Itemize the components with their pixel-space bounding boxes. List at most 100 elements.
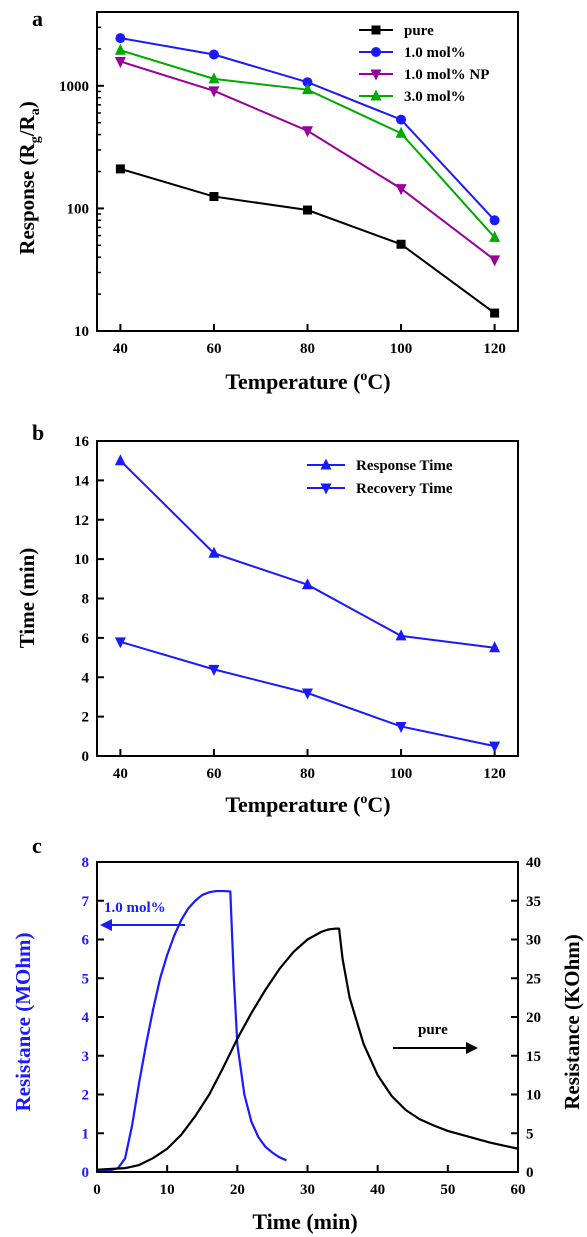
panel-a-data-point <box>396 239 406 249</box>
panel-c-annotations: 1.0 mol% pure <box>100 900 478 1054</box>
panel-b-xtick-label: 120 <box>483 766 506 782</box>
panel-b-label: b <box>32 420 44 445</box>
panel-c-annotation-arrowhead <box>100 919 112 931</box>
panel-b-ylabel: Time (min) <box>15 548 39 649</box>
panel-b-ytick-label: 4 <box>82 670 90 686</box>
panel-b-ytick-label: 10 <box>74 552 89 568</box>
panel-a-ytick-label: 10 <box>74 324 89 340</box>
panel-b-data-point <box>114 454 126 466</box>
panel-a-data-point <box>302 77 313 88</box>
panel-a-legend-marker <box>370 89 382 101</box>
panel-c-annotation-arrowhead <box>466 1042 478 1054</box>
panel-b-ytick-label: 8 <box>82 592 90 608</box>
panel-b-xlabel: Temperature (oC) <box>225 792 390 817</box>
panel-a-data-point <box>489 255 501 267</box>
panel-a-legend-marker <box>371 47 381 57</box>
panel-c-ytick-right-label: 30 <box>526 933 541 949</box>
panel-c-ytick-left-label: 2 <box>82 1088 90 1104</box>
panel-b-ytick-label: 6 <box>82 631 90 647</box>
panel-c-ytick-left-label: 5 <box>82 971 90 987</box>
panel-a-ticks: 40 60 80 100 120 10 100 1000 <box>59 11 506 357</box>
panel-b-legend-label: Response Time <box>356 458 453 474</box>
panel-c-ylabel-left: Resistance (MOhm) <box>11 932 35 1111</box>
panel-b-legend-label: Recovery Time <box>356 481 453 497</box>
panel-c-xtick-label: 0 <box>93 1182 101 1198</box>
panel-a-data-point <box>302 126 313 138</box>
panel-a-data-point <box>208 49 219 60</box>
panel-c-xtick-label: 60 <box>511 1182 526 1198</box>
panel-b-xtick-label: 60 <box>206 766 221 782</box>
panel-a-data-point <box>114 43 126 55</box>
panel-a-data-point <box>396 114 407 125</box>
panel-a-legend-marker <box>371 25 381 35</box>
panel-c-ytick-left-label: 3 <box>82 1049 90 1065</box>
panel-a-data-point <box>209 192 219 202</box>
panel-a-data-point <box>115 33 126 44</box>
panel-a-xlabel: Temperature (oC) <box>225 369 390 394</box>
panel-a-legend-label: 1.0 mol% <box>404 45 466 61</box>
panel-b-data-point <box>302 688 313 700</box>
panel-a-data-point <box>489 215 500 226</box>
panel-c-ytick-right-label: 5 <box>526 1126 534 1142</box>
panel-c-xtick-label: 20 <box>230 1182 245 1198</box>
panel-c-xtick-label: 30 <box>300 1182 315 1198</box>
panel-c-series-line <box>96 927 519 1171</box>
panel-b-ytick-label: 12 <box>74 513 89 529</box>
panel-b-data-point <box>114 637 126 649</box>
panel-c-ytick-right-label: 10 <box>526 1088 541 1104</box>
panel-c-ytick-right-label: 25 <box>526 971 541 987</box>
panel-c-xtick-label: 50 <box>440 1182 455 1198</box>
panel-c-ytick-right-label: 35 <box>526 894 541 910</box>
panel-b-data-point <box>489 641 501 653</box>
panel-b-data-point <box>208 664 220 676</box>
panel-b-data-point <box>395 629 407 641</box>
panel-a-data-point <box>115 164 125 174</box>
panel-a-data-point <box>490 308 500 318</box>
panel-c-ytick-left-label: 1 <box>82 1126 90 1142</box>
panel-a-xtick-label: 80 <box>300 341 315 357</box>
panel-b-ytick-label: 16 <box>74 434 90 450</box>
panel-c-ytick-right-label: 20 <box>526 1010 541 1026</box>
panel-a-ytick-label: 100 <box>67 201 90 217</box>
panel-b-ytick-label: 14 <box>74 473 90 489</box>
panel-a-data-point <box>114 56 126 68</box>
panel-c-xtick-label: 40 <box>370 1182 385 1198</box>
panel-a-xtick-label: 40 <box>113 341 128 357</box>
panel-c-annotation-label: pure <box>418 1022 448 1038</box>
panel-c-ytick-right-label: 0 <box>526 1165 534 1181</box>
panel-c-xtick-label: 10 <box>160 1182 175 1198</box>
panel-b-xtick-label: 80 <box>300 766 315 782</box>
panel-a-legend-label: 3.0 mol% <box>404 89 466 105</box>
panel-b-legend-marker <box>320 458 332 470</box>
panel-b-data-point <box>208 546 220 558</box>
panel-a-series <box>114 33 501 318</box>
panel-a-data-point <box>395 184 407 196</box>
panel-a-xtick-label: 120 <box>483 341 506 357</box>
panel-b-series <box>114 454 501 753</box>
panel-b-xtick-label: 40 <box>113 766 128 782</box>
panel-a-data-point <box>303 205 312 215</box>
panel-b-xtick-label: 100 <box>390 766 413 782</box>
panel-a-label: a <box>32 6 43 31</box>
panel-c-ytick-left-label: 6 <box>82 933 90 949</box>
panel-c-ytick-left-label: 8 <box>82 855 90 871</box>
panel-a-xtick-label: 60 <box>206 341 221 357</box>
panel-a-data-point <box>302 83 313 95</box>
panel-a-legend-label: 1.0 mol% NP <box>404 67 489 83</box>
panel-b-legend: Response Time Recovery Time <box>307 458 453 497</box>
panel-b-data-point <box>489 741 501 753</box>
panel-a-legend: pure 1.0 mol% 1.0 mol% NP 3.0 mol% <box>359 23 489 105</box>
panel-c-ytick-right-label: 15 <box>526 1049 541 1065</box>
panel-c-annotation-label: 1.0 mol% <box>104 900 166 916</box>
panel-a-data-point <box>208 86 220 98</box>
panel-b-legend-marker <box>320 483 332 495</box>
panel-b-data-point <box>302 578 313 590</box>
panel-a-data-point <box>208 72 220 84</box>
panel-a-xtick-label: 100 <box>390 341 413 357</box>
panel-b-ticks: 40 60 80 100 120 0 2 4 6 8 10 12 14 16 <box>74 434 506 782</box>
panel-b-data-point <box>395 721 407 733</box>
panel-c-ylabel-right: Resistance (KOhm) <box>560 934 584 1110</box>
panel-b-ytick-label: 0 <box>82 749 90 765</box>
panel-a: a 40 60 80 100 120 10 100 1000 pure 1.0 mol% 1.0 … <box>15 6 519 394</box>
